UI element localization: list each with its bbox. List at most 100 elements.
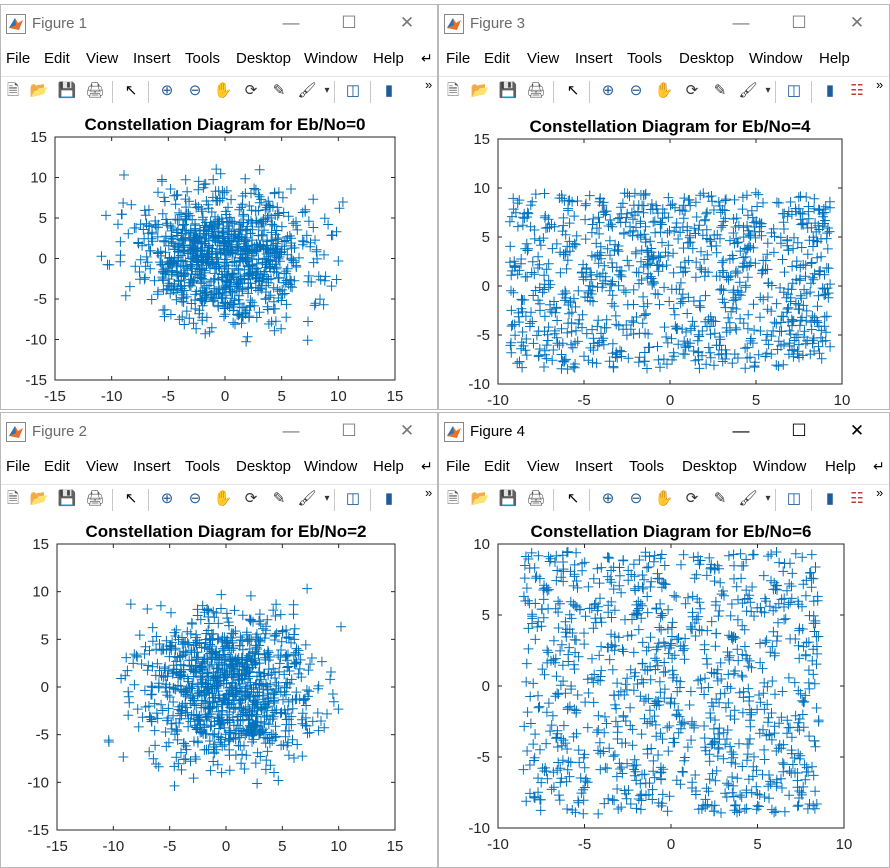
title-bar[interactable]: Figure 2 — ☐ ✕	[0, 412, 438, 450]
menu-window[interactable]: Window	[753, 458, 807, 475]
save-icon[interactable]: 💾	[498, 82, 518, 99]
maximize-button[interactable]: ☐	[791, 421, 807, 440]
maximize-button[interactable]: ☐	[341, 421, 357, 440]
zoom-out-icon[interactable]: ⊖	[629, 490, 643, 507]
print-icon[interactable]: 🖨	[85, 82, 105, 99]
new-file-icon[interactable]: 🗎	[446, 82, 460, 99]
rotate-3d-icon[interactable]: ⟳	[244, 490, 258, 507]
minimize-button[interactable]: —	[732, 421, 750, 440]
menu-view[interactable]: View	[527, 458, 560, 475]
minimize-button[interactable]: —	[732, 13, 750, 32]
menu-edit[interactable]: Edit	[44, 50, 70, 67]
close-button[interactable]: ✕	[399, 13, 415, 32]
save-icon[interactable]: 💾	[57, 82, 77, 99]
data-cursor-icon[interactable]: ✎	[272, 82, 286, 99]
colorbar-icon[interactable]: ▮	[384, 490, 394, 507]
zoom-out-icon[interactable]: ⊖	[188, 82, 202, 99]
print-icon[interactable]: 🖨	[85, 490, 105, 507]
menu-desktop[interactable]: Desktop	[682, 458, 738, 475]
new-file-icon[interactable]: 🗎	[6, 82, 20, 99]
rotate-3d-icon[interactable]: ⟳	[685, 82, 699, 99]
legend-icon[interactable]: ☷	[850, 490, 864, 507]
title-bar[interactable]: Figure 4 — ☐ ✕	[438, 412, 890, 450]
menu-overflow-icon[interactable]: ↵	[421, 458, 433, 474]
brush-dropdown-icon[interactable]: ▾	[324, 85, 330, 96]
minimize-button[interactable]: —	[282, 13, 300, 32]
menu-insert[interactable]: Insert	[575, 50, 613, 67]
print-icon[interactable]: 🖨	[526, 490, 546, 507]
colorbar-icon[interactable]: ▮	[825, 82, 835, 99]
menu-tools[interactable]: Tools	[185, 458, 221, 475]
menu-help[interactable]: Help	[825, 458, 856, 475]
link-plot-icon[interactable]: ◫	[345, 490, 361, 507]
menu-overflow-icon[interactable]: ↵	[421, 50, 433, 66]
open-folder-icon[interactable]: 📂	[29, 490, 49, 507]
data-cursor-icon[interactable]: ✎	[272, 490, 286, 507]
link-plot-icon[interactable]: ◫	[345, 82, 361, 99]
menu-file[interactable]: File	[6, 458, 31, 475]
menu-help[interactable]: Help	[373, 458, 404, 475]
menu-file[interactable]: File	[446, 50, 471, 67]
menu-overflow-icon[interactable]: ↵	[873, 458, 885, 474]
pan-icon[interactable]: ✋	[213, 490, 233, 507]
brush-dropdown-icon[interactable]: ▾	[765, 85, 771, 96]
colorbar-icon[interactable]: ▮	[384, 82, 394, 99]
colorbar-icon[interactable]: ▮	[825, 490, 835, 507]
menu-edit[interactable]: Edit	[44, 458, 70, 475]
title-bar[interactable]: Figure 1 — ☐ ✕	[0, 4, 438, 42]
menu-window[interactable]: Window	[304, 50, 358, 67]
save-icon[interactable]: 💾	[57, 490, 77, 507]
rotate-3d-icon[interactable]: ⟳	[244, 82, 258, 99]
toolbar-overflow-icon[interactable]: »	[876, 485, 884, 500]
scatter-axes[interactable]: Constellation Diagram for Eb/No=4-10 -5 0 5…	[438, 106, 890, 410]
brush-icon[interactable]: 🖌	[297, 490, 317, 507]
menu-insert[interactable]: Insert	[133, 50, 171, 67]
data-cursor-icon[interactable]: ✎	[713, 490, 727, 507]
toolbar-overflow-icon[interactable]: »	[876, 77, 884, 92]
menu-view[interactable]: View	[86, 50, 119, 67]
maximize-button[interactable]: ☐	[791, 13, 807, 32]
zoom-in-icon[interactable]: ⊕	[601, 490, 615, 507]
rotate-3d-icon[interactable]: ⟳	[685, 490, 699, 507]
close-button[interactable]: ✕	[849, 421, 865, 440]
open-folder-icon[interactable]: 📂	[470, 490, 490, 507]
menu-tools[interactable]: Tools	[627, 50, 663, 67]
legend-icon[interactable]: ☷	[850, 82, 864, 99]
toolbar-overflow-icon[interactable]: »	[425, 485, 433, 500]
brush-dropdown-icon[interactable]: ▾	[765, 493, 771, 504]
open-folder-icon[interactable]: 📂	[470, 82, 490, 99]
menu-insert[interactable]: Insert	[575, 458, 613, 475]
save-icon[interactable]: 💾	[498, 490, 518, 507]
menu-desktop[interactable]: Desktop	[236, 50, 292, 67]
scatter-axes[interactable]: Constellation Diagram for Eb/No=6-10 -5 0 5…	[438, 514, 890, 868]
menu-insert[interactable]: Insert	[133, 458, 171, 475]
link-plot-icon[interactable]: ◫	[786, 82, 802, 99]
menu-window[interactable]: Window	[304, 458, 358, 475]
zoom-out-icon[interactable]: ⊖	[629, 82, 643, 99]
menu-help[interactable]: Help	[373, 50, 404, 67]
pan-icon[interactable]: ✋	[213, 82, 233, 99]
open-folder-icon[interactable]: 📂	[29, 82, 49, 99]
zoom-in-icon[interactable]: ⊕	[601, 82, 615, 99]
brush-icon[interactable]: 🖌	[738, 490, 758, 507]
menu-file[interactable]: File	[446, 458, 471, 475]
zoom-out-icon[interactable]: ⊖	[188, 490, 202, 507]
pointer-icon[interactable]: ↖	[124, 490, 138, 507]
pointer-icon[interactable]: ↖	[566, 82, 580, 99]
menu-window[interactable]: Window	[749, 50, 803, 67]
data-cursor-icon[interactable]: ✎	[713, 82, 727, 99]
title-bar[interactable]: Figure 3 — ☐ ✕	[438, 4, 890, 42]
close-button[interactable]: ✕	[399, 421, 415, 440]
pointer-icon[interactable]: ↖	[566, 490, 580, 507]
toolbar-overflow-icon[interactable]: »	[425, 77, 433, 92]
menu-file[interactable]: File	[6, 50, 31, 67]
menu-tools[interactable]: Tools	[185, 50, 221, 67]
menu-view[interactable]: View	[527, 50, 560, 67]
scatter-axes[interactable]: Constellation Diagram for Eb/No=0-15 -10-…	[0, 106, 438, 410]
zoom-in-icon[interactable]: ⊕	[160, 82, 174, 99]
pan-icon[interactable]: ✋	[654, 490, 674, 507]
new-file-icon[interactable]: 🗎	[6, 490, 20, 507]
brush-dropdown-icon[interactable]: ▾	[324, 493, 330, 504]
zoom-in-icon[interactable]: ⊕	[160, 490, 174, 507]
menu-tools[interactable]: Tools	[629, 458, 665, 475]
